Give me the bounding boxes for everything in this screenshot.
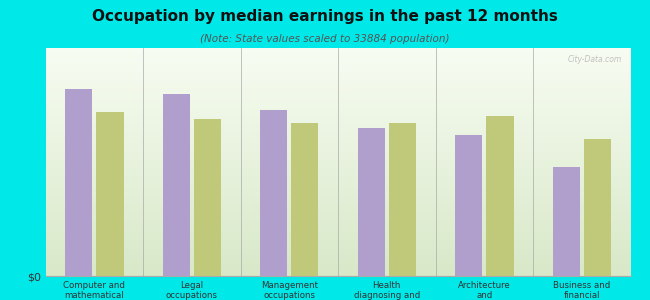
Text: City-Data.com: City-Data.com — [567, 55, 621, 64]
Text: Health
diagnosing and
treating
practitioners
and other
technical
occupations: Health diagnosing and treating practitio… — [354, 280, 420, 300]
Bar — [96, 112, 124, 276]
Bar — [455, 135, 482, 276]
Bar — [65, 89, 92, 276]
Bar — [194, 119, 221, 276]
Bar — [358, 128, 385, 276]
Text: Computer and
mathematical
occupations: Computer and mathematical occupations — [63, 280, 125, 300]
Text: Architecture
and
engineering
occupations: Architecture and engineering occupations — [458, 280, 511, 300]
Text: Occupation by median earnings in the past 12 months: Occupation by median earnings in the pas… — [92, 9, 558, 24]
Text: Business and
financial
operations
occupations: Business and financial operations occupa… — [553, 280, 610, 300]
Bar — [584, 139, 611, 276]
Bar — [291, 123, 318, 276]
Text: Legal
occupations: Legal occupations — [166, 280, 218, 300]
Bar — [486, 116, 514, 276]
Bar — [260, 110, 287, 276]
Bar — [162, 94, 190, 276]
Text: (Note: State values scaled to 33884 population): (Note: State values scaled to 33884 popu… — [200, 34, 450, 44]
Bar — [552, 167, 580, 276]
Text: Management
occupations: Management occupations — [261, 280, 318, 300]
Bar — [389, 123, 416, 276]
